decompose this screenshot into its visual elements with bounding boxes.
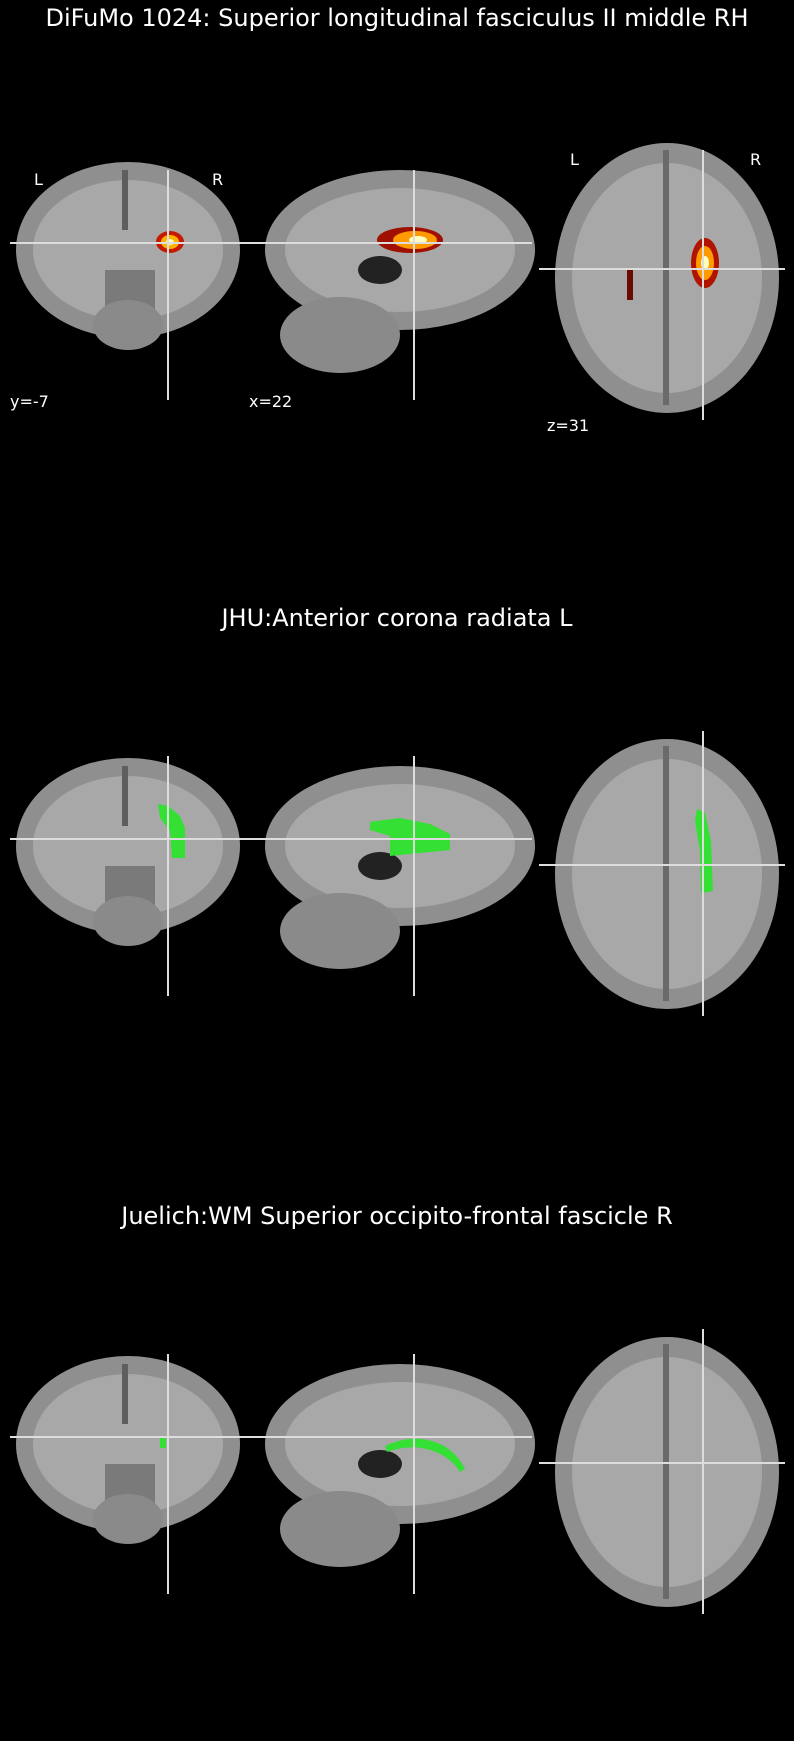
panel-title: Juelich:WM Superior occipito-frontal fas… (121, 1202, 673, 1230)
axial-view[interactable] (539, 1329, 790, 1619)
sagittal-view[interactable] (250, 150, 540, 400)
orientation-left: L (34, 170, 43, 189)
axial-view[interactable] (539, 731, 790, 1021)
panel-jhu: JHU:Anterior corona radiata L (0, 596, 794, 1016)
panel-juelich: Juelich:WM Superior occipito-frontal fas… (0, 1194, 794, 1614)
atlas-region (370, 818, 450, 856)
axial-view[interactable] (539, 143, 790, 425)
orientation-left: L (570, 150, 579, 169)
sagittal-coord-label: x=22 (249, 392, 293, 411)
atlas-region (385, 1438, 465, 1472)
orientation-right: R (212, 170, 224, 189)
probability-blob (627, 270, 633, 300)
panel-title: JHU:Anterior corona radiata L (221, 604, 573, 632)
sagittal-view[interactable] (250, 1344, 540, 1594)
atlas-region (158, 804, 185, 858)
coronal-view[interactable] (10, 746, 250, 996)
sagittal-view[interactable] (250, 746, 540, 996)
coronal-view[interactable] (10, 150, 250, 400)
panel-title: DiFuMo 1024: Superior longitudinal fasci… (45, 4, 749, 32)
atlas-region (160, 1438, 166, 1448)
coronal-coord-label: y=-7 (10, 392, 49, 411)
axial-coord-label: z=31 (547, 416, 590, 435)
coronal-view[interactable] (10, 1344, 250, 1594)
orientation-right: R (750, 150, 762, 169)
panel-difumo: DiFuMo 1024: Superior longitudinal fasci… (0, 0, 794, 560)
